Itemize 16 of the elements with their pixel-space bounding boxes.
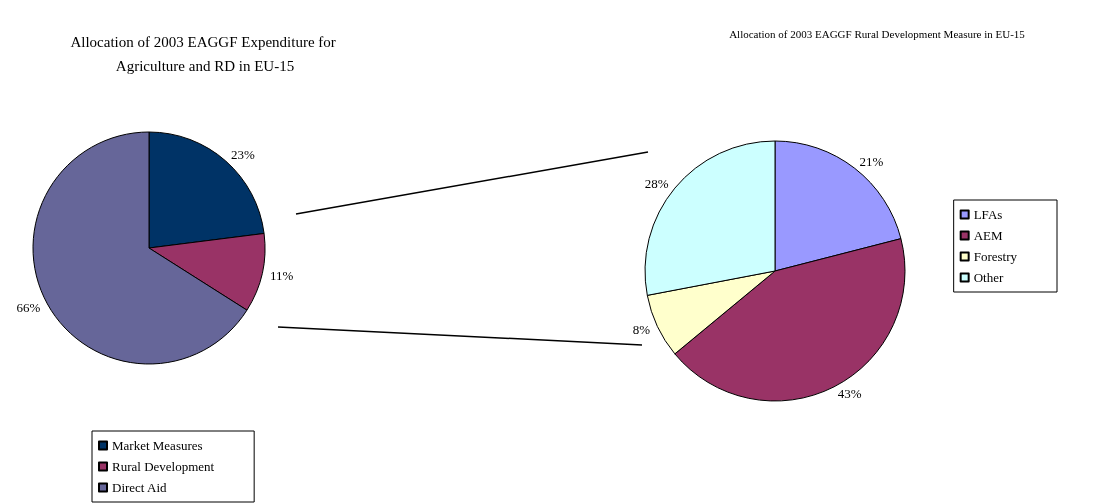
chart-title: Allocation of 2003 EAGGF Expenditure for Agriculture and RD in EU-15 (70, 34, 340, 74)
legend-label: Forestry (973, 249, 1018, 264)
data-label: 28% (644, 175, 669, 191)
chart-title: Allocation of 2003 EAGGF Rural Development Measure in EU-15 (729, 27, 1026, 40)
data-label: 43% (837, 386, 862, 402)
legend-label: AEM (973, 228, 1003, 243)
data-label: 11% (270, 267, 294, 283)
legend-label: LFAs (973, 207, 1003, 222)
legend-label: Other (973, 270, 1004, 285)
data-label: 21% (859, 154, 884, 170)
legend-label: Market Measures (112, 438, 203, 453)
data-label: 8% (632, 322, 651, 338)
data-label: 23% (231, 147, 255, 163)
data-label: 66% (16, 300, 41, 316)
legend-label: Rural Development (112, 459, 215, 474)
legend-label: Direct Aid (112, 480, 168, 495)
